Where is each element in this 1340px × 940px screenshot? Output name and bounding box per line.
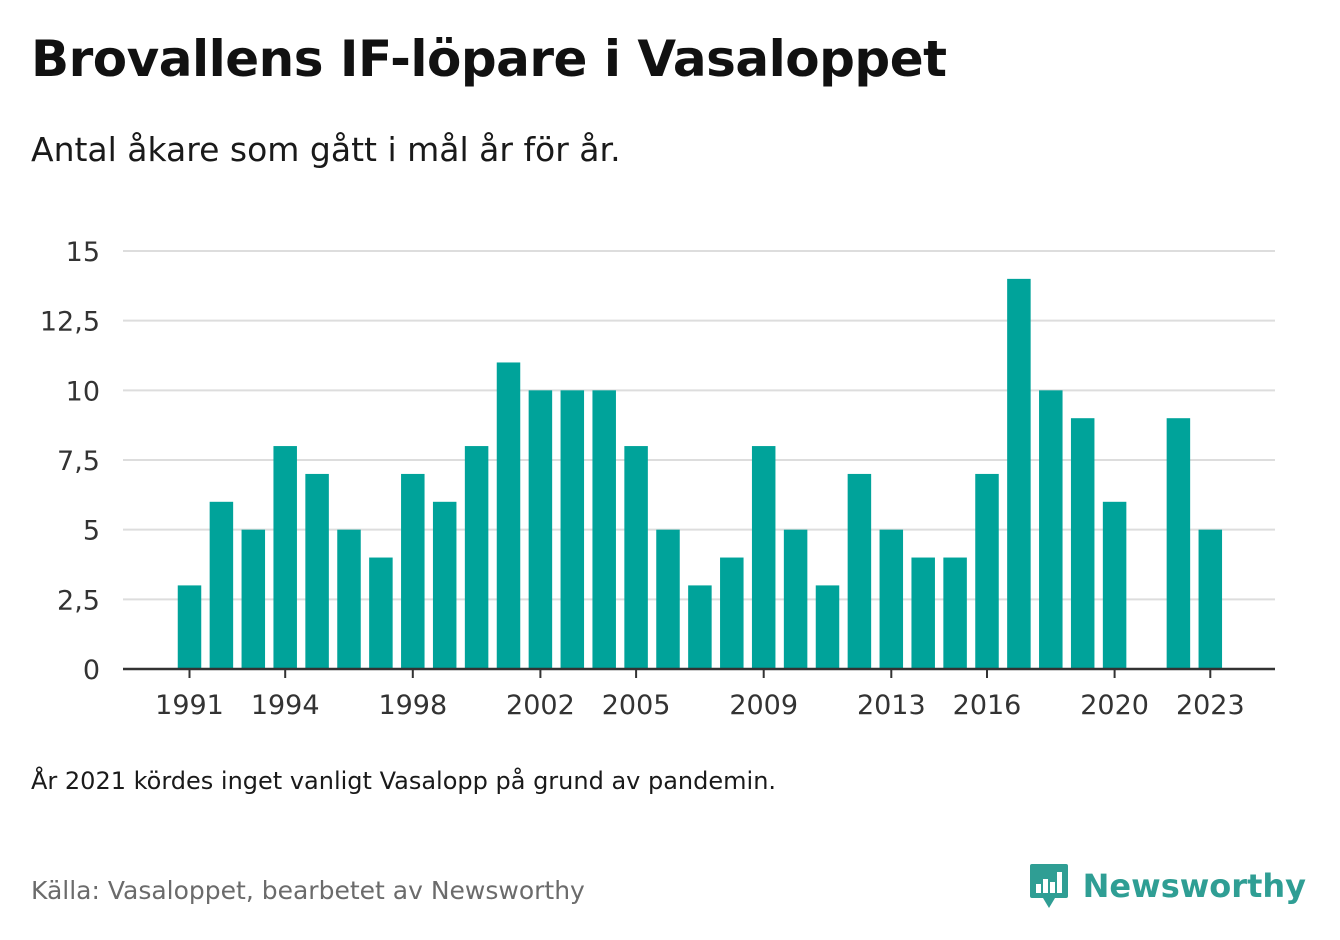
bar-2001 <box>496 362 521 669</box>
bar-2003 <box>560 390 585 669</box>
bar-2019 <box>1070 418 1095 669</box>
bar-1992 <box>209 501 234 669</box>
brand-logo: Newsworthy <box>1029 862 1306 910</box>
bar-2011 <box>815 585 840 669</box>
bar-2023 <box>1198 529 1223 669</box>
x-tick-label: 2013 <box>857 690 926 721</box>
bar-1994 <box>273 446 297 669</box>
bar-2022 <box>1166 418 1191 669</box>
x-tick-label: 2016 <box>953 690 1022 721</box>
bar-1999 <box>432 501 457 669</box>
x-tick-label: 1998 <box>378 690 447 721</box>
y-tick-label: 2,5 <box>57 585 100 616</box>
bar-2007 <box>688 585 712 669</box>
x-tick-label: 1991 <box>155 690 224 721</box>
x-tick-label: 1994 <box>251 690 320 721</box>
bar-1996 <box>337 529 361 669</box>
bar-2020 <box>1102 501 1127 669</box>
axes <box>123 667 1275 678</box>
bar-1997 <box>369 557 393 669</box>
y-tick-label: 7,5 <box>57 446 100 477</box>
bar-2004 <box>592 390 616 669</box>
bar-1993 <box>241 529 266 669</box>
bar-2002 <box>528 390 553 669</box>
bar-2012 <box>847 473 872 669</box>
x-tick-label: 2020 <box>1080 690 1149 721</box>
bar-2010 <box>783 529 808 669</box>
x-tick-label: 2005 <box>602 690 671 721</box>
chart-title: Brovallens IF-löpare i Vasaloppet <box>31 30 947 88</box>
bar-1998 <box>401 473 425 669</box>
bar-1991 <box>177 585 202 669</box>
bar-2014 <box>911 557 935 669</box>
bar-2006 <box>656 529 680 669</box>
bar-2009 <box>751 446 776 669</box>
bar-2016 <box>975 473 999 669</box>
bar-1995 <box>305 473 329 669</box>
x-tick-labels: 1991 1994 1998 2002 2005 2009 2013 2016 2020 2023 <box>155 690 1245 721</box>
bar-2008 <box>720 557 744 669</box>
newsworthy-logo-icon <box>1029 864 1068 908</box>
chart-note: År 2021 kördes inget vanligt Vasalopp på… <box>31 767 777 795</box>
y-tick-labels: 0 2,5 5 7,5 10 12,5 15 <box>40 237 100 686</box>
bar-2018 <box>1039 390 1063 669</box>
bar-2000 <box>464 446 489 669</box>
brand-name: Newsworthy <box>1082 867 1306 905</box>
x-tick-label: 2023 <box>1176 690 1245 721</box>
bar-chart: 0 2,5 5 7,5 10 12,5 15 1991 1994 1998 2002 2005 200… <box>40 237 1275 721</box>
x-tick-label: 2002 <box>506 690 575 721</box>
y-tick-label: 0 <box>83 655 100 686</box>
y-tick-label: 10 <box>66 376 100 407</box>
y-tick-label: 15 <box>66 237 100 268</box>
x-tick-label: 2009 <box>729 690 798 721</box>
y-tick-label: 5 <box>83 516 100 547</box>
bar-2005 <box>624 446 648 669</box>
chart-subtitle: Antal åkare som gått i mål år för år. <box>31 130 621 169</box>
y-tick-label: 12,5 <box>40 307 100 338</box>
bar-2015 <box>943 557 967 669</box>
bars <box>177 278 1223 669</box>
bar-2017 <box>1007 278 1031 669</box>
source-text: Källa: Vasaloppet, bearbetet av Newswort… <box>31 876 585 905</box>
bar-2013 <box>879 529 904 669</box>
